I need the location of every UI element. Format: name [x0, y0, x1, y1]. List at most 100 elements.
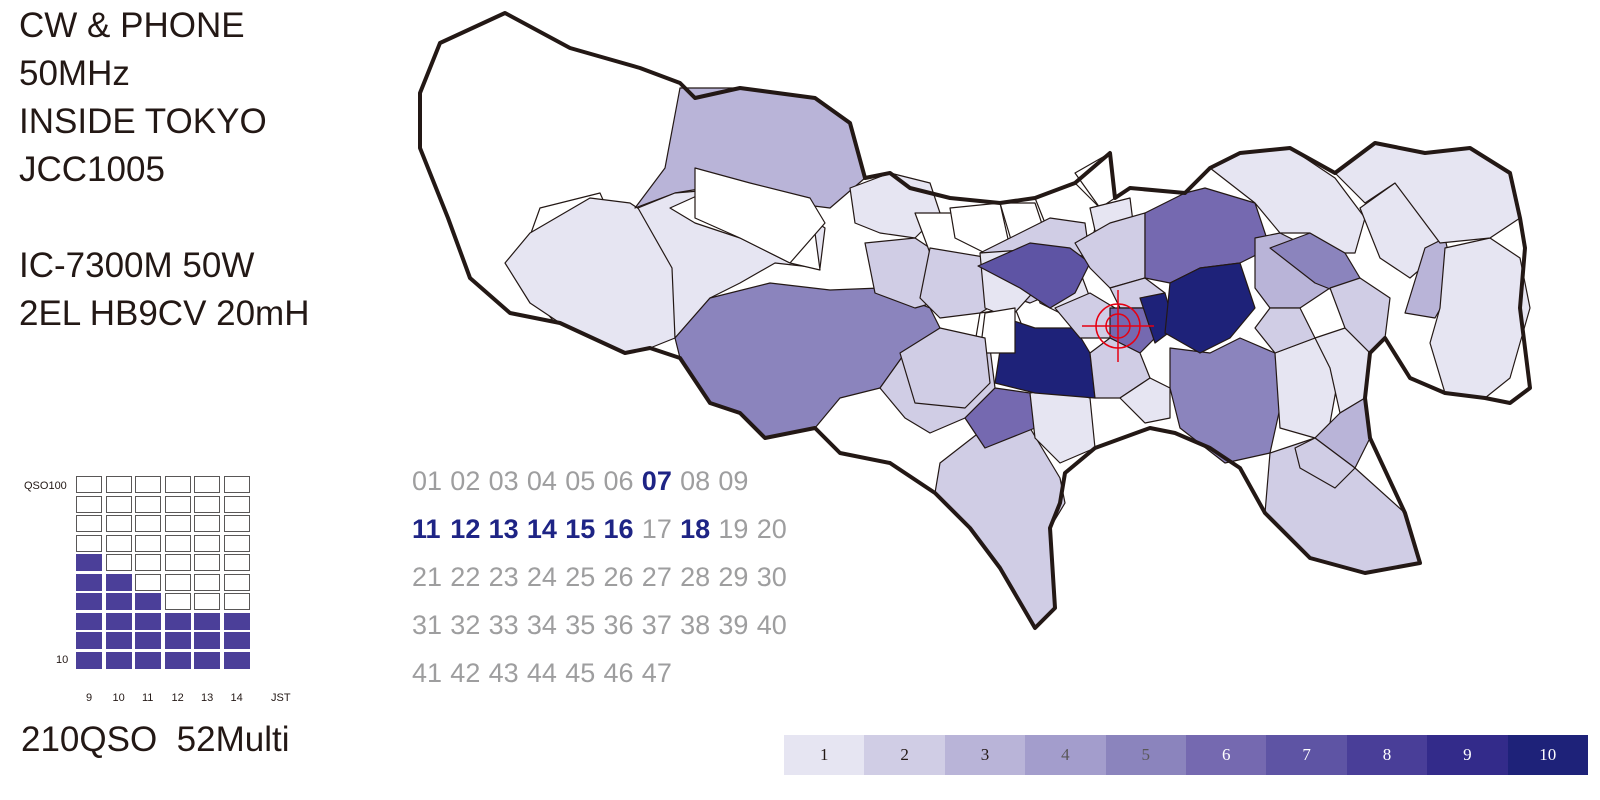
qso-block: [223, 515, 250, 532]
area-number: 09: [718, 466, 749, 496]
area-number: 23: [488, 562, 519, 592]
area-number: 03: [488, 466, 519, 496]
y-label-bottom: 10: [56, 654, 69, 666]
qso-block: [164, 515, 191, 532]
area-number: 14: [526, 514, 557, 544]
color-legend: 1 2 3 4 5 6 7 8 9 10: [784, 735, 1588, 775]
qso-block: [135, 593, 161, 610]
qso-block: [135, 476, 161, 493]
hour-label: 9: [86, 692, 93, 704]
result-summary: 210QSO 52Multi: [21, 717, 289, 763]
area-number: 45: [565, 658, 596, 688]
qso-block: [76, 593, 102, 610]
rig-text: IC-7300M 50W: [19, 246, 255, 285]
area-number: 39: [718, 610, 749, 640]
qso-block: [194, 632, 220, 649]
qso-block: [164, 554, 191, 571]
station-info: CW & PHONE 50MHz INSIDE TOKYO JCC1005 IC…: [19, 2, 310, 338]
jcc-text: JCC1005: [19, 150, 165, 189]
qso-block: [105, 476, 132, 493]
area-number: 42: [450, 658, 481, 688]
qso-block: [223, 495, 250, 513]
area-number: 47: [641, 658, 672, 688]
area-number: 18: [680, 514, 711, 544]
qso-block: [194, 612, 220, 630]
map-region-sumida: [1254, 307, 1316, 354]
area-number: 12: [450, 514, 481, 544]
area-number: 22: [450, 562, 481, 592]
area-number: 11: [412, 514, 441, 544]
area-number: 24: [526, 562, 557, 592]
qso-block: [223, 573, 250, 591]
qso-block: [223, 534, 250, 552]
qso-hourly-chart: QSO100 10 JST 9 10 11 12 13 14: [20, 472, 300, 712]
qso-block: [164, 651, 191, 669]
mode-text: CW & PHONE: [19, 6, 245, 45]
map-region-chuo: [1314, 397, 1371, 469]
area-number: 43: [488, 658, 519, 688]
area-number: 04: [526, 466, 557, 496]
qso-count: 210QSO: [21, 720, 158, 759]
qso-block: [223, 593, 250, 610]
qso-block: [194, 593, 220, 610]
map-region-tama-center: [899, 327, 991, 409]
area-number: 25: [565, 562, 596, 592]
qso-block: [194, 554, 220, 571]
qso-block: [164, 573, 191, 591]
area-number: 28: [680, 562, 711, 592]
qso-block: [164, 593, 191, 610]
area-number: 33: [488, 610, 519, 640]
area-number: 44: [526, 658, 557, 688]
map-region-west-blank: [694, 167, 826, 264]
area-number: 16: [603, 514, 634, 544]
area-number: 26: [603, 562, 634, 592]
qso-block: [105, 651, 132, 669]
qso-block: [223, 476, 250, 493]
area-number: 13: [488, 514, 519, 544]
x-unit-label: JST: [271, 692, 291, 704]
map-region-nerima: [977, 242, 1091, 309]
area-number: 31: [412, 610, 443, 640]
qso-block: [76, 612, 102, 630]
area-number: 19: [718, 514, 749, 544]
qso-block: [76, 476, 102, 493]
map-region-machida: [934, 427, 1066, 629]
area-number: 08: [680, 466, 711, 496]
hour-label: 11: [142, 692, 154, 704]
hour-label: 14: [230, 692, 243, 704]
area-number: 35: [565, 610, 596, 640]
legend-swatch: 8: [1346, 735, 1428, 775]
qso-block: [194, 651, 220, 669]
area-number: 46: [603, 658, 634, 688]
qso-block: [194, 476, 220, 493]
qso-block: [135, 632, 161, 649]
qso-block: [135, 554, 161, 571]
legend-swatch: 6: [1186, 735, 1267, 775]
area-number: 07: [641, 466, 672, 496]
qso-block: [223, 554, 250, 571]
legend-swatch: 4: [1025, 735, 1106, 775]
category-text: INSIDE TOKYO: [19, 102, 267, 141]
area-number: 38: [680, 610, 711, 640]
qso-block: [105, 495, 132, 513]
qso-block: [135, 515, 161, 532]
hour-label: 13: [201, 692, 214, 704]
hour-label: 12: [171, 692, 184, 704]
legend-swatch: 3: [944, 735, 1026, 775]
area-number: 21: [412, 562, 443, 592]
qso-block: [135, 534, 161, 552]
legend-swatch: 2: [864, 735, 945, 775]
qso-block: [76, 495, 102, 513]
map-region-arakawa: [1164, 262, 1256, 354]
qso-block: [194, 515, 220, 532]
qso-block: [76, 651, 102, 669]
qso-block: [105, 612, 132, 630]
multi-count: 52Multi: [176, 720, 290, 759]
qso-block: [105, 515, 132, 532]
qso-block: [76, 554, 102, 571]
qso-block: [164, 476, 191, 493]
qso-block: [105, 534, 132, 552]
area-number: 36: [603, 610, 634, 640]
area-number: 41: [412, 658, 443, 688]
qso-block: [164, 534, 191, 552]
